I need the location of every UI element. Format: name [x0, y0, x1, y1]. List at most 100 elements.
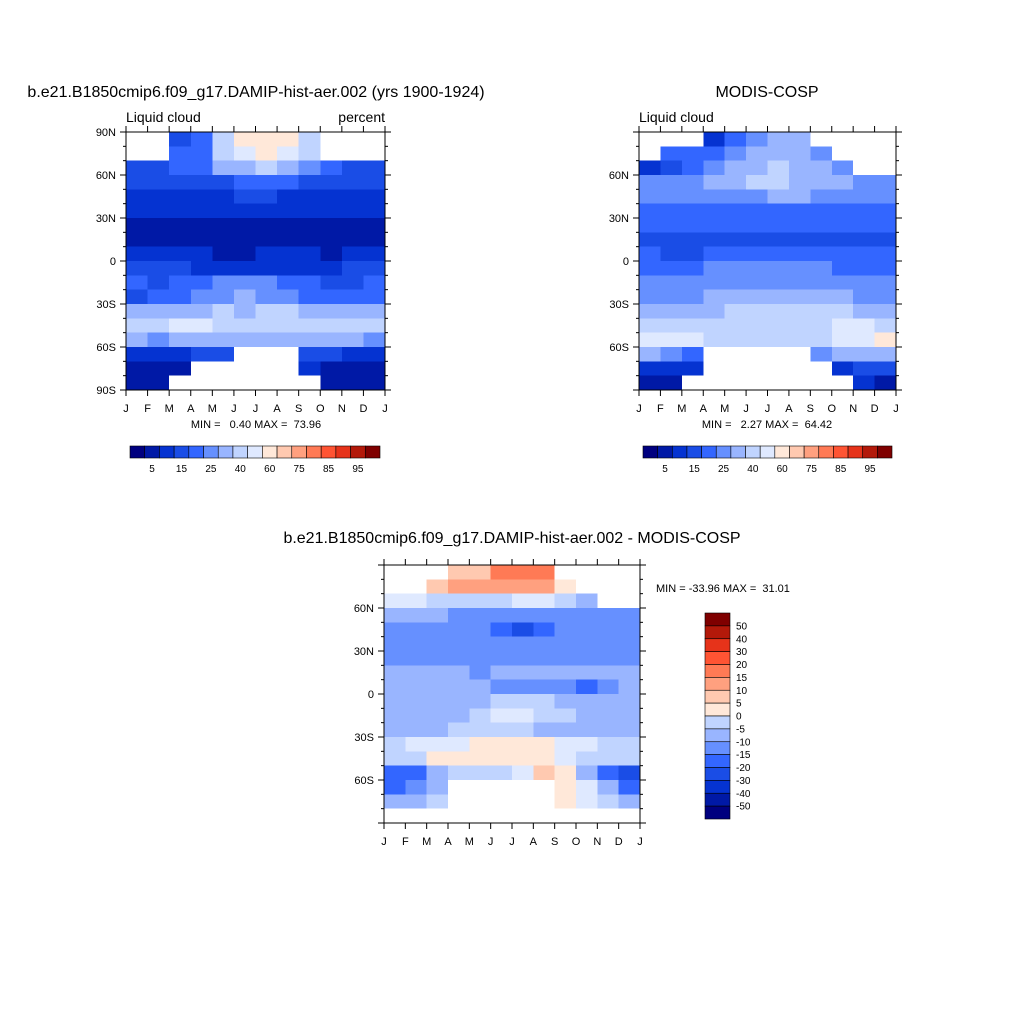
heatmap-cell [618, 722, 641, 738]
heatmap-cell [298, 218, 321, 233]
heatmap-cell [147, 175, 170, 190]
heatmap-cell [788, 132, 811, 147]
heatmap-cell [147, 189, 170, 205]
heatmap-cell [212, 361, 235, 377]
heatmap-cell [703, 332, 726, 348]
heatmap-cell [233, 332, 257, 348]
heatmap-cell [277, 160, 300, 176]
y-tick-label: 30S [354, 732, 374, 744]
heatmap-cell [554, 636, 577, 652]
heatmap-cell [147, 146, 170, 162]
heatmap-cell [533, 665, 556, 681]
x-tick-label: N [593, 836, 601, 848]
heatmap-cell [147, 332, 170, 348]
heatmap-cell [190, 347, 213, 362]
y-axis: 90N 60N 30N 0 30S 60S 90S [96, 127, 391, 397]
colorbar-label: 60 [777, 464, 789, 475]
heatmap-cell [724, 332, 747, 348]
heatmap-cell [660, 304, 683, 319]
colorbar-label: 40 [736, 634, 748, 645]
heatmap-cell [788, 160, 811, 176]
heatmap-cell [212, 375, 235, 391]
heatmap-cell [703, 146, 726, 162]
colorbar-label: 5 [149, 464, 155, 475]
heatmap-cell [746, 261, 769, 276]
heatmap-cell [212, 246, 235, 262]
heatmap-cell [660, 189, 683, 205]
heatmap-cell [190, 203, 213, 219]
heatmap-cell [767, 218, 790, 233]
heatmap-cell [874, 261, 897, 276]
heatmap-cell [767, 175, 790, 190]
heatmap-cell [724, 232, 747, 248]
heatmap-cell [767, 189, 790, 205]
heatmap-cell [405, 622, 428, 638]
heatmap-cell [212, 189, 235, 205]
colorbar-label: 40 [747, 464, 759, 475]
heatmap-cell [681, 146, 704, 162]
heatmap-cell [660, 318, 683, 334]
heatmap-cell [147, 275, 170, 291]
heatmap-cell [277, 332, 300, 348]
heatmap-cell [190, 361, 213, 377]
heatmap-cell [618, 708, 641, 724]
heatmap-cell [767, 332, 790, 348]
heatmap-cell [320, 304, 343, 319]
colorbar-swatch [657, 445, 673, 459]
colorbar-swatch [704, 741, 731, 755]
colorbar-swatch [704, 715, 731, 730]
x-tick-label: J [488, 836, 494, 848]
heatmap-cell [810, 160, 833, 176]
heatmap-cell [703, 289, 726, 305]
heatmap-cell [639, 160, 662, 176]
heatmap-cell [681, 232, 704, 248]
heatmap-cell [190, 218, 213, 233]
colorbar-swatch [704, 792, 731, 807]
heatmap-cell [277, 318, 300, 334]
heatmap-cell [660, 132, 683, 147]
heatmap-cell [703, 246, 726, 262]
heatmap-cell [576, 765, 598, 781]
colorbar-label: 20 [736, 660, 748, 671]
heatmap-cell [190, 246, 213, 262]
heatmap-cell [426, 665, 449, 681]
heatmap-cell [384, 737, 406, 752]
heatmap-cell [277, 347, 300, 362]
heatmap-cell [639, 146, 662, 162]
heatmap-cell [810, 218, 833, 233]
heatmap-cell [724, 261, 747, 276]
heatmap-cell [660, 275, 683, 291]
heatmap-cell [703, 203, 726, 219]
heatmap-cell [469, 808, 492, 824]
heatmap-cell [746, 332, 769, 348]
heatmap-cell [554, 794, 577, 810]
heatmap-cell [853, 246, 876, 262]
heatmap-cell [576, 722, 598, 738]
heatmap-cell [788, 203, 811, 219]
heatmap-cell [426, 765, 449, 781]
heatmap-cell [767, 146, 790, 162]
heatmap-cell [533, 636, 556, 652]
heatmap-cell [810, 361, 833, 377]
heatmap-cell [405, 722, 428, 738]
heatmap-cell [831, 246, 854, 262]
heatmap-cell [788, 146, 811, 162]
heatmap-cell [320, 347, 343, 362]
heatmap-cell [810, 132, 833, 147]
colorbar-swatch [671, 445, 688, 459]
colorbar-swatch [173, 445, 190, 459]
heatmap-cell [681, 289, 704, 305]
heatmap-cell [169, 275, 192, 291]
heatmap-cell [554, 622, 577, 638]
heatmap-cell [126, 375, 149, 391]
heatmap-cell [788, 347, 811, 362]
heatmap-cell [277, 375, 300, 391]
heatmap-cell [341, 304, 365, 319]
heatmap-cell [169, 246, 192, 262]
heatmap-cell [597, 751, 620, 767]
y-tick-label: 90N [96, 127, 116, 139]
colorbar-swatch [320, 445, 337, 459]
x-tick-label: M [677, 403, 686, 415]
heatmap-cell [363, 318, 386, 334]
heatmap-cell [681, 246, 704, 262]
